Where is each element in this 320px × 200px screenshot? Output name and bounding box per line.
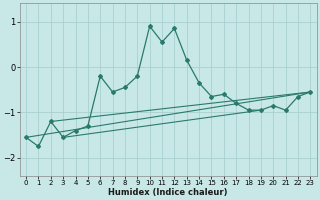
X-axis label: Humidex (Indice chaleur): Humidex (Indice chaleur)	[108, 188, 228, 197]
